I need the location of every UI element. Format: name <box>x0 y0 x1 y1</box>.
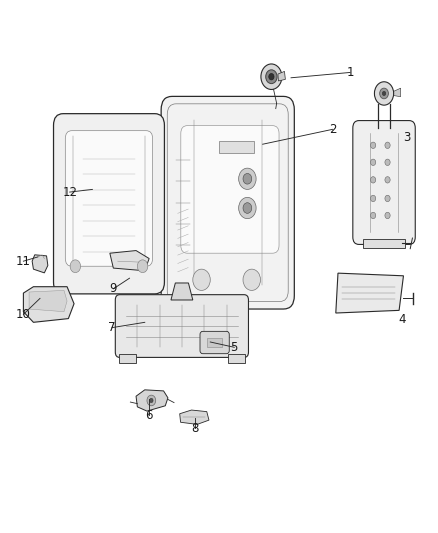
Text: 5: 5 <box>230 341 238 354</box>
Circle shape <box>371 176 376 183</box>
Circle shape <box>243 173 252 184</box>
Circle shape <box>380 88 389 99</box>
Circle shape <box>193 269 210 290</box>
Bar <box>219 141 254 153</box>
Text: 4: 4 <box>399 313 406 326</box>
FancyBboxPatch shape <box>53 114 164 294</box>
Text: 7: 7 <box>108 321 116 334</box>
Circle shape <box>385 159 390 165</box>
Bar <box>228 354 244 363</box>
Circle shape <box>261 64 282 90</box>
Circle shape <box>243 203 252 213</box>
Circle shape <box>269 74 274 80</box>
Circle shape <box>385 195 390 201</box>
Text: 3: 3 <box>403 131 410 144</box>
FancyBboxPatch shape <box>181 126 279 253</box>
Polygon shape <box>110 251 149 271</box>
Polygon shape <box>171 283 193 300</box>
Polygon shape <box>32 255 48 273</box>
FancyBboxPatch shape <box>65 131 152 266</box>
FancyBboxPatch shape <box>161 96 294 309</box>
Bar <box>363 239 405 248</box>
Bar <box>119 354 136 363</box>
Circle shape <box>382 91 386 95</box>
Bar <box>207 338 222 348</box>
Text: 6: 6 <box>145 409 153 422</box>
Circle shape <box>266 70 277 84</box>
Circle shape <box>239 168 256 189</box>
Polygon shape <box>180 410 209 424</box>
FancyBboxPatch shape <box>200 332 229 354</box>
Circle shape <box>138 260 148 272</box>
Polygon shape <box>23 287 74 322</box>
Circle shape <box>371 212 376 219</box>
Polygon shape <box>394 88 401 96</box>
FancyBboxPatch shape <box>353 120 415 245</box>
Text: 12: 12 <box>62 185 77 199</box>
Circle shape <box>371 195 376 201</box>
Text: 9: 9 <box>110 282 117 295</box>
Polygon shape <box>29 290 67 312</box>
Circle shape <box>70 260 81 272</box>
FancyBboxPatch shape <box>115 295 248 358</box>
Circle shape <box>371 159 376 165</box>
Circle shape <box>385 142 390 149</box>
Circle shape <box>385 212 390 219</box>
Circle shape <box>385 176 390 183</box>
Polygon shape <box>278 71 286 81</box>
Circle shape <box>150 398 153 402</box>
Text: 1: 1 <box>346 66 354 79</box>
Text: 2: 2 <box>329 123 336 136</box>
Text: 8: 8 <box>191 422 199 434</box>
Text: 11: 11 <box>16 255 31 268</box>
Circle shape <box>239 197 256 219</box>
Circle shape <box>374 82 394 105</box>
Polygon shape <box>336 273 403 313</box>
Polygon shape <box>136 390 168 411</box>
Circle shape <box>147 395 155 406</box>
Circle shape <box>371 142 376 149</box>
Text: 10: 10 <box>16 308 31 321</box>
Circle shape <box>243 269 261 290</box>
